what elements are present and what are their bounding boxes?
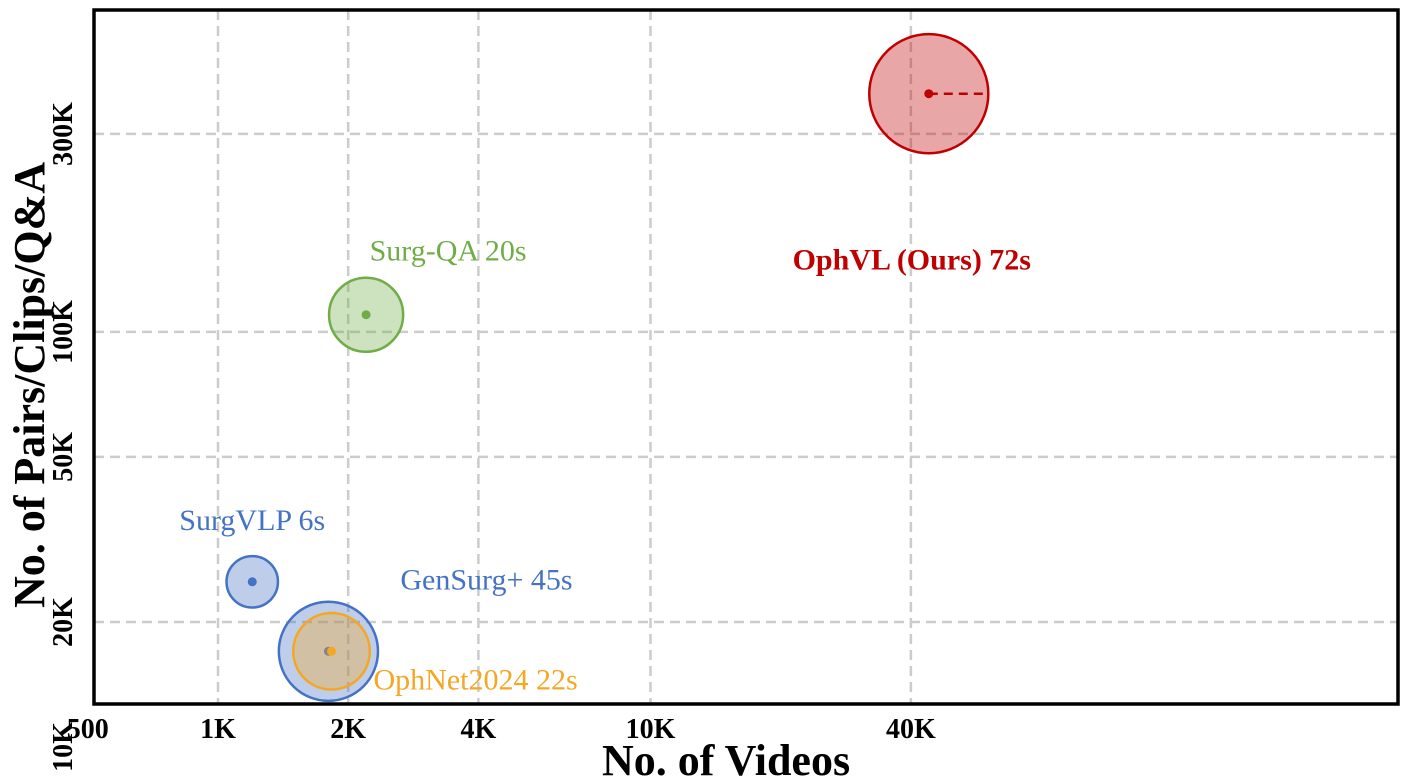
bubble-ophvl-ours: OphVL (Ours) 72s [793,32,1031,277]
x-tick-label: 2K [330,714,366,745]
bubble-label: OphNet2024 22s [374,663,578,696]
x-tick-label: 500 [67,714,109,745]
bubble-label: Surg-QA 20s [370,235,527,268]
y-tick-label: 10K [48,722,79,772]
y-tick-label: 300K [48,102,79,166]
bubble-label: SurgVLP 6s [179,504,325,537]
y-tick-labels: 10K 20K 50K 100K 300K [48,102,79,772]
x-tick-label: 40K [886,714,936,745]
plot-frame [92,8,1400,706]
y-tick-label: 50K [48,432,79,482]
bubble-surg-qa: Surg-QA 20s [327,235,527,354]
x-tick-label: 10K [626,714,676,745]
x-tick-label: 4K [461,714,497,745]
x-tick-label: 1K [200,714,236,745]
grid-lines [94,10,1398,704]
y-axis-title: No. of Pairs/Clips/Q&A [5,162,54,608]
x-tick-labels: 500 1K 2K 4K 10K 40K [67,714,936,745]
y-tick-label: 100K [48,300,79,364]
bubble-label: GenSurg+ 45s [400,563,572,596]
bubble-ophnet2024: OphNet2024 22s [291,611,578,696]
bubble-label: OphVL (Ours) 72s [793,244,1031,277]
y-tick-label: 20K [48,597,79,647]
x-axis-title: No. of Videos [602,736,850,781]
bubbles: SurgVLP 6s GenSurg+ 45s OphNet2024 22s Surg… [179,32,1031,703]
bubble-center-point [327,646,337,656]
bubble-center-point [247,577,257,587]
bubble-surgvlp: SurgVLP 6s [179,504,325,609]
bubble-center-point [361,310,371,320]
